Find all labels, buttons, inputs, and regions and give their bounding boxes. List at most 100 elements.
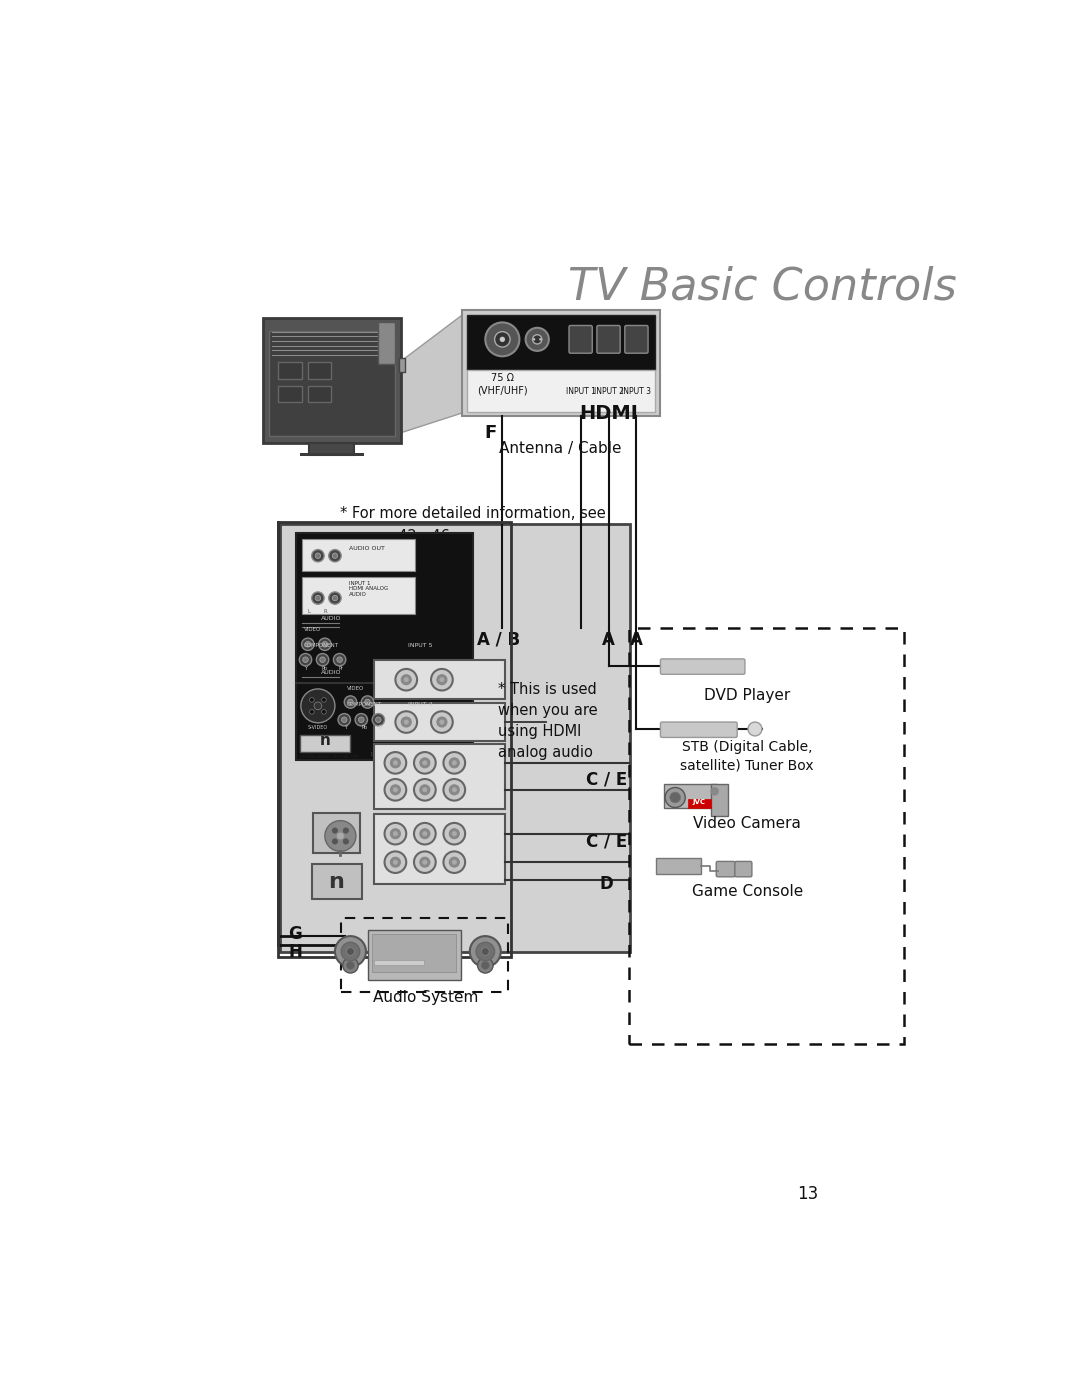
Circle shape <box>325 820 356 851</box>
Circle shape <box>333 838 338 844</box>
Text: INPUT 3: INPUT 3 <box>621 387 651 397</box>
Circle shape <box>665 788 685 807</box>
Bar <box>367 930 460 979</box>
Circle shape <box>338 714 350 726</box>
Text: H: H <box>288 943 302 961</box>
Bar <box>374 814 505 884</box>
Text: Pr: Pr <box>338 666 343 671</box>
Text: COMPONENT: COMPONENT <box>347 701 381 707</box>
Circle shape <box>670 792 680 803</box>
Bar <box>462 310 660 416</box>
Circle shape <box>431 711 453 733</box>
Circle shape <box>444 780 465 800</box>
Text: DVD Player: DVD Player <box>704 687 791 703</box>
Bar <box>400 358 405 372</box>
Circle shape <box>310 710 314 714</box>
Circle shape <box>343 828 349 833</box>
Circle shape <box>414 780 435 800</box>
Bar <box>629 629 904 1044</box>
Circle shape <box>453 761 457 766</box>
Circle shape <box>395 669 417 690</box>
Text: Pb: Pb <box>321 666 327 671</box>
Bar <box>309 443 354 455</box>
Circle shape <box>711 788 718 795</box>
Text: INPUT 4: INPUT 4 <box>408 701 432 707</box>
Text: * This is used
when you are
using HDMI
analog audio: * This is used when you are using HDMI a… <box>498 682 597 760</box>
Circle shape <box>334 654 346 666</box>
Bar <box>308 362 332 380</box>
Circle shape <box>476 942 495 961</box>
Bar <box>373 933 456 972</box>
Circle shape <box>299 654 312 666</box>
Bar <box>711 784 728 816</box>
Text: DIGITAL AUDIO OPTICAL OUT: DIGITAL AUDIO OPTICAL OUT <box>300 756 360 759</box>
Circle shape <box>449 828 459 838</box>
Bar <box>300 453 364 457</box>
Circle shape <box>449 785 459 795</box>
Bar <box>378 321 394 365</box>
Circle shape <box>449 759 459 768</box>
Circle shape <box>395 711 417 733</box>
Text: INPUT 5: INPUT 5 <box>408 643 432 648</box>
Circle shape <box>470 936 501 967</box>
Bar <box>374 960 424 964</box>
Circle shape <box>440 719 444 724</box>
Text: L: L <box>307 609 310 613</box>
Circle shape <box>328 592 341 605</box>
Circle shape <box>316 654 328 666</box>
Text: R: R <box>324 609 327 613</box>
Circle shape <box>453 861 457 865</box>
Circle shape <box>384 752 406 774</box>
FancyBboxPatch shape <box>569 326 592 353</box>
Bar <box>262 317 401 443</box>
FancyBboxPatch shape <box>661 722 738 738</box>
Circle shape <box>482 961 489 970</box>
Circle shape <box>414 752 435 774</box>
Bar <box>279 386 301 402</box>
Circle shape <box>362 696 374 708</box>
Circle shape <box>437 717 447 726</box>
Circle shape <box>301 638 314 651</box>
Text: A: A <box>630 630 643 648</box>
Text: INPUT 2: INPUT 2 <box>594 387 623 397</box>
Circle shape <box>337 833 345 840</box>
Circle shape <box>301 689 335 722</box>
Circle shape <box>302 657 308 662</box>
Bar <box>341 918 508 992</box>
Bar <box>313 813 360 854</box>
Circle shape <box>310 697 314 703</box>
Bar <box>656 858 701 873</box>
Circle shape <box>748 722 762 736</box>
Circle shape <box>343 838 349 844</box>
Circle shape <box>485 323 519 356</box>
Bar <box>302 539 415 571</box>
FancyBboxPatch shape <box>625 326 648 353</box>
Text: Audio System: Audio System <box>373 990 478 1006</box>
Circle shape <box>391 858 401 868</box>
Circle shape <box>404 678 408 682</box>
Polygon shape <box>400 314 463 433</box>
Circle shape <box>333 828 338 833</box>
Circle shape <box>355 714 367 726</box>
Circle shape <box>449 858 459 868</box>
Bar <box>269 331 394 436</box>
Bar <box>279 362 301 380</box>
Bar <box>312 865 362 900</box>
Circle shape <box>444 823 465 844</box>
FancyBboxPatch shape <box>734 862 752 877</box>
Circle shape <box>312 592 324 605</box>
Bar <box>300 735 350 752</box>
Text: VIDEO: VIDEO <box>303 627 321 633</box>
Circle shape <box>384 823 406 844</box>
Circle shape <box>402 717 411 726</box>
Circle shape <box>373 714 384 726</box>
Bar <box>374 661 505 698</box>
Text: A / B: A / B <box>477 630 521 648</box>
Text: VIDEO: VIDEO <box>347 686 364 692</box>
Circle shape <box>322 710 326 714</box>
Circle shape <box>315 595 321 601</box>
Bar <box>664 784 717 809</box>
Circle shape <box>359 717 364 722</box>
Text: JVC: JVC <box>692 799 705 805</box>
Bar <box>467 370 656 412</box>
